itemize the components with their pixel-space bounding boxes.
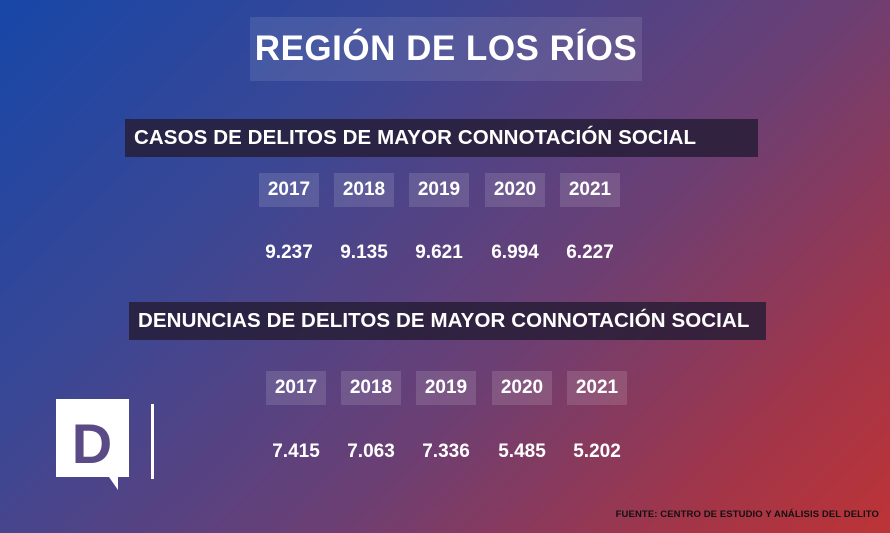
logo-letter: D <box>72 412 112 475</box>
section-heading-denuncias: DENUNCIAS DE DELITOS DE MAYOR CONNOTACIÓ… <box>129 302 766 340</box>
speech-bubble-d-logo-icon: D <box>56 399 132 492</box>
value-cell: 5.202 <box>573 441 621 462</box>
year-cell: 2018 <box>341 371 401 405</box>
value-cell: 7.336 <box>422 441 470 462</box>
section-heading-casos: CASOS DE DELITOS DE MAYOR CONNOTACIÓN SO… <box>125 119 758 157</box>
year-cell: 2019 <box>409 173 469 207</box>
source-credit: FUENTE: CENTRO DE ESTUDIO Y ANÁLISIS DEL… <box>615 509 879 520</box>
value-cell: 9.621 <box>415 242 463 263</box>
value-cell: 6.227 <box>566 242 614 263</box>
year-cell: 2020 <box>492 371 552 405</box>
value-cell: 7.063 <box>347 441 395 462</box>
year-cell: 2017 <box>266 371 326 405</box>
year-cell: 2021 <box>560 173 620 207</box>
logo-divider <box>151 404 154 479</box>
year-cell: 2020 <box>485 173 545 207</box>
year-cell: 2019 <box>416 371 476 405</box>
page-title: REGIÓN DE LOS RÍOS <box>250 17 642 81</box>
value-cell: 5.485 <box>498 441 546 462</box>
value-cell: 7.415 <box>272 441 320 462</box>
value-cell: 9.237 <box>265 242 313 263</box>
year-cell: 2018 <box>334 173 394 207</box>
value-cell: 9.135 <box>340 242 388 263</box>
value-cell: 6.994 <box>491 242 539 263</box>
year-cell: 2017 <box>259 173 319 207</box>
year-cell: 2021 <box>567 371 627 405</box>
